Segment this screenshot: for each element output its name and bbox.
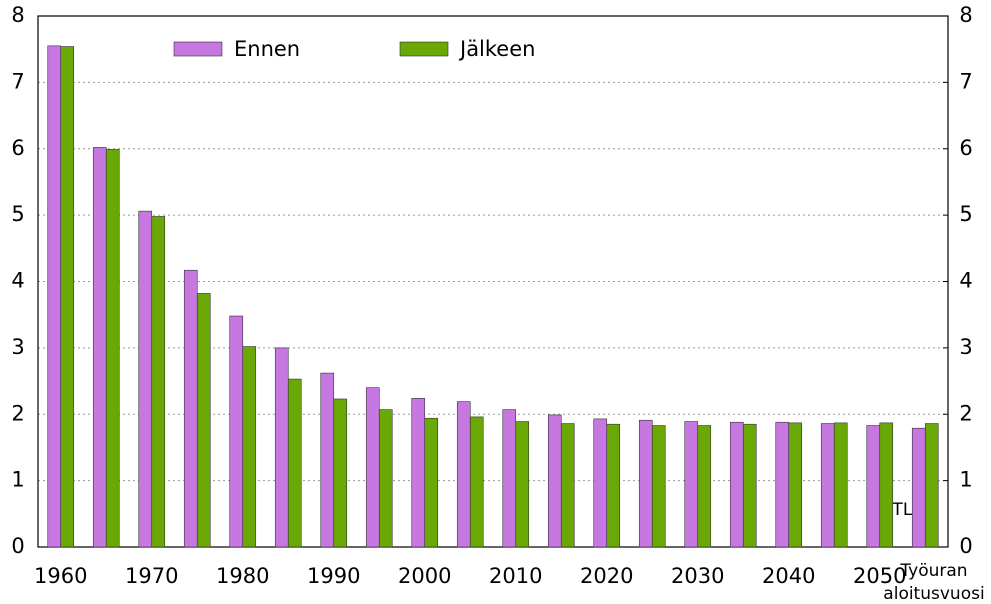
bar bbox=[547, 414, 562, 548]
bar bbox=[60, 46, 75, 548]
bar bbox=[196, 293, 211, 548]
x-tick-label: 2000 bbox=[398, 564, 451, 588]
bar bbox=[92, 147, 107, 548]
bar bbox=[833, 422, 848, 548]
bar bbox=[560, 423, 575, 548]
x-tick-label: 1970 bbox=[125, 564, 178, 588]
x-tick-label: 2010 bbox=[489, 564, 542, 588]
bar bbox=[138, 210, 153, 548]
bar bbox=[151, 216, 166, 548]
x-axis-label: aloitusvuosi bbox=[883, 584, 984, 604]
bar bbox=[424, 417, 439, 548]
bar bbox=[456, 401, 471, 548]
bar bbox=[274, 347, 289, 548]
y-tick-label: 6 bbox=[11, 136, 24, 160]
y2-tick-label: 5 bbox=[959, 202, 972, 226]
x-tick-label: 2020 bbox=[580, 564, 633, 588]
bar bbox=[788, 422, 803, 548]
bar bbox=[378, 409, 393, 548]
bar bbox=[742, 423, 757, 548]
bar bbox=[320, 372, 335, 548]
bar bbox=[242, 346, 257, 548]
x-tick-label: 2030 bbox=[671, 564, 724, 588]
legend-swatch bbox=[173, 41, 223, 57]
y-tick-label: 2 bbox=[11, 401, 24, 425]
y2-tick-label: 7 bbox=[959, 69, 972, 93]
bar bbox=[515, 421, 530, 548]
y-tick-label: 5 bbox=[11, 202, 24, 226]
bar bbox=[333, 398, 348, 548]
y-tick-label: 3 bbox=[11, 335, 24, 359]
y2-tick-label: 6 bbox=[959, 136, 972, 160]
bar bbox=[105, 149, 120, 548]
bar bbox=[651, 425, 666, 548]
y2-tick-label: 3 bbox=[959, 335, 972, 359]
x-tick-label: 2050 bbox=[853, 564, 906, 588]
bar bbox=[287, 378, 302, 548]
x-axis-label: Työuran bbox=[899, 561, 967, 581]
y-tick-label: 1 bbox=[11, 468, 24, 492]
bar bbox=[365, 387, 380, 548]
x-tick-label: 1980 bbox=[216, 564, 269, 588]
bar bbox=[469, 416, 484, 548]
y-tick-label: 0 bbox=[11, 534, 24, 558]
x-tick-label: 2040 bbox=[762, 564, 815, 588]
legend-label: Ennen bbox=[234, 37, 300, 61]
legend-swatch bbox=[399, 41, 449, 57]
y2-tick-label: 1 bbox=[959, 468, 972, 492]
bar bbox=[411, 398, 426, 548]
bar bbox=[684, 421, 699, 548]
bar bbox=[183, 269, 198, 548]
y2-tick-label: 0 bbox=[959, 534, 972, 558]
bar bbox=[502, 409, 517, 548]
y-tick-label: 4 bbox=[11, 269, 24, 293]
bar bbox=[820, 423, 835, 548]
bar bbox=[606, 423, 621, 548]
y2-tick-label: 2 bbox=[959, 401, 972, 425]
bar bbox=[879, 422, 894, 548]
legend-label: Jälkeen bbox=[458, 37, 535, 61]
bar bbox=[729, 421, 744, 548]
bar bbox=[47, 45, 62, 548]
y2-tick-label: 8 bbox=[959, 3, 972, 27]
x-tick-label: 1960 bbox=[34, 564, 87, 588]
bar bbox=[924, 423, 939, 548]
y-tick-label: 8 bbox=[11, 3, 24, 27]
y-tick-label: 7 bbox=[11, 69, 24, 93]
y2-tick-label: 4 bbox=[959, 269, 972, 293]
bar bbox=[697, 425, 712, 548]
plot-frame bbox=[37, 15, 949, 548]
bar bbox=[638, 419, 653, 548]
bar bbox=[593, 418, 608, 548]
bar bbox=[775, 421, 790, 548]
bar bbox=[911, 427, 926, 548]
bar bbox=[229, 315, 244, 548]
bar bbox=[866, 425, 881, 548]
x-tick-label: 1990 bbox=[307, 564, 360, 588]
